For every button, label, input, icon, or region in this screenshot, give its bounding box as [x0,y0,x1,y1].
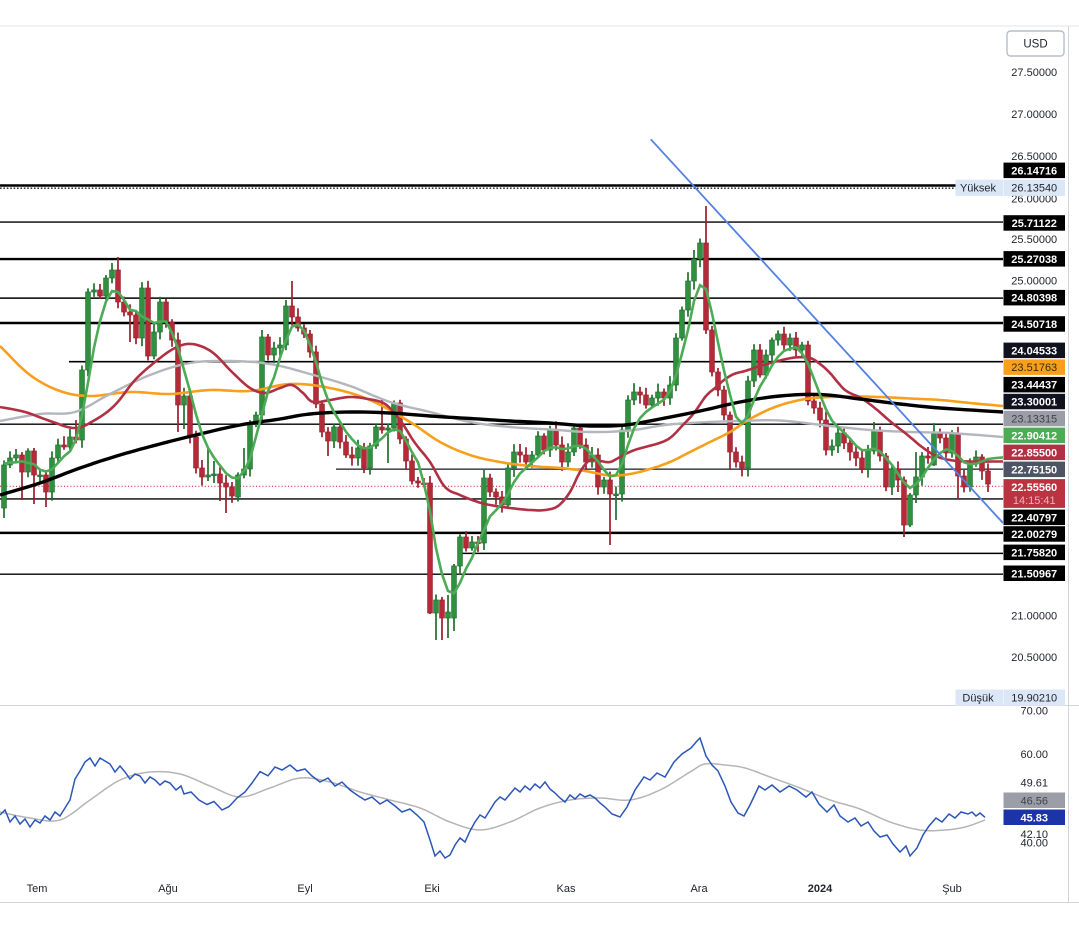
svg-text:USD: USD [1023,39,1047,51]
svg-text:25.71122: 25.71122 [1012,218,1057,230]
svg-text:22.75150: 22.75150 [1011,464,1057,476]
svg-text:21.00000: 21.00000 [1011,610,1057,622]
svg-text:22.85500: 22.85500 [1011,447,1057,459]
svg-text:25.00000: 25.00000 [1011,275,1057,287]
svg-text:42.10: 42.10 [1020,829,1048,841]
svg-text:Ara: Ara [690,883,708,895]
svg-text:46.56: 46.56 [1020,795,1048,807]
svg-text:Kas: Kas [557,883,576,895]
svg-text:24.50718: 24.50718 [1011,319,1057,331]
svg-text:14:15:41: 14:15:41 [1013,495,1056,507]
svg-text:23.30001: 23.30001 [1011,397,1057,409]
svg-text:22.55560: 22.55560 [1011,482,1057,494]
svg-text:25.27038: 25.27038 [1011,254,1057,266]
svg-text:21.50967: 21.50967 [1011,568,1057,580]
svg-text:24.80398: 24.80398 [1011,293,1057,305]
svg-text:27.00000: 27.00000 [1011,109,1057,121]
svg-text:60.00: 60.00 [1020,749,1048,761]
svg-text:25.50000: 25.50000 [1011,234,1057,246]
svg-text:23.44437: 23.44437 [1011,380,1057,392]
svg-text:23.13315: 23.13315 [1011,414,1057,426]
svg-text:Eki: Eki [424,883,439,895]
svg-text:Düşük: Düşük [962,693,994,705]
svg-text:23.51763: 23.51763 [1011,362,1057,374]
svg-text:Şub: Şub [942,883,962,895]
svg-text:Tem: Tem [27,883,48,895]
svg-text:19.90210: 19.90210 [1011,693,1057,705]
svg-text:26.14716: 26.14716 [1011,165,1057,177]
svg-text:24.04533: 24.04533 [1011,345,1057,357]
svg-text:Ağu: Ağu [158,883,178,895]
svg-text:22.00279: 22.00279 [1011,529,1057,541]
svg-text:Eyl: Eyl [297,883,312,895]
svg-text:45.83: 45.83 [1020,812,1048,824]
svg-text:40.00: 40.00 [1020,837,1048,849]
svg-text:27.50000: 27.50000 [1011,67,1057,79]
svg-text:20.50000: 20.50000 [1011,652,1057,664]
svg-text:70.00: 70.00 [1020,706,1048,718]
svg-text:26.00000: 26.00000 [1011,193,1057,205]
svg-text:49.61: 49.61 [1020,778,1048,790]
svg-text:26.13540: 26.13540 [1011,183,1057,195]
svg-text:21.75820: 21.75820 [1011,547,1057,559]
svg-text:26.50000: 26.50000 [1011,151,1057,163]
svg-text:22.40797: 22.40797 [1011,512,1057,524]
svg-text:2024: 2024 [808,883,833,895]
svg-text:Yüksek: Yüksek [960,183,997,195]
svg-text:22.90412: 22.90412 [1011,430,1057,442]
